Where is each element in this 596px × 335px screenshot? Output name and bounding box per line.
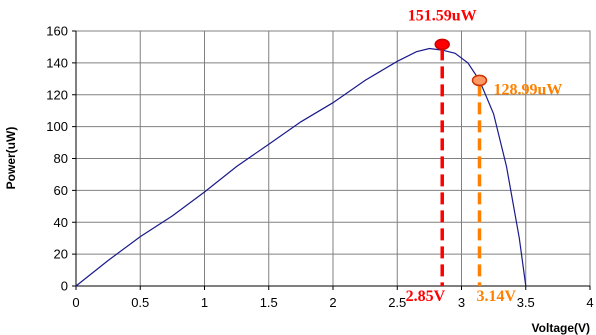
series-line <box>75 47 527 287</box>
x-tick-label: 0 <box>72 295 79 310</box>
x-tick-label: 1 <box>201 295 208 310</box>
y-tick-label: 40 <box>54 215 68 230</box>
y-tick-label: 100 <box>46 119 68 134</box>
y-tick-label: 0 <box>61 279 68 294</box>
x-tick-label: 3 <box>458 295 465 310</box>
y-tick-label: 160 <box>46 24 68 39</box>
voltage-label: 3.14V <box>476 288 516 305</box>
series <box>75 47 527 287</box>
x-tick-labels: 0 0.5 1 1.5 2 2.5 3 3.5 4 <box>72 295 593 310</box>
x-tick-label: 1.5 <box>260 295 278 310</box>
y-tick-label: 80 <box>54 151 68 166</box>
y-axis-title: Power(uW) <box>4 127 18 190</box>
y-tick-label: 20 <box>54 247 68 262</box>
x-tick-label: 2.5 <box>388 295 406 310</box>
x-tick-label: 0.5 <box>131 295 149 310</box>
axes <box>72 30 591 290</box>
x-tick-label: 4 <box>586 295 593 310</box>
point-marker <box>471 74 488 87</box>
point-marker <box>434 38 450 51</box>
y-tick-labels: 0 20 40 60 80 100 120 140 160 <box>46 24 68 294</box>
x-tick-label: 3.5 <box>517 295 535 310</box>
x-tick-label: 2 <box>329 295 336 310</box>
annotations: 151.59uW 2.85V 128.99uW 3.14V <box>406 7 563 305</box>
y-tick-label: 140 <box>46 55 68 70</box>
x-axis-title: Voltage(V) <box>532 321 590 335</box>
power-label: 151.59uW <box>408 7 477 24</box>
y-tick-label: 60 <box>54 183 68 198</box>
voltage-label: 2.85V <box>406 288 446 305</box>
power-label: 128.99uW <box>493 81 562 98</box>
y-tick-label: 120 <box>46 87 68 102</box>
